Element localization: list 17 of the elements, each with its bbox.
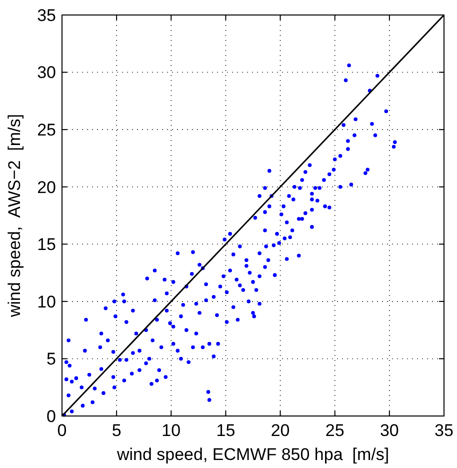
x-tick-label: 20 [270,421,290,440]
x-tick-label: 25 [325,421,344,440]
y-axis-title: wind speed, AWS−2 [m/s] [5,114,24,318]
y-tick-label: 10 [37,292,56,312]
y-tick-label: 15 [37,235,56,254]
y-tick-label: 20 [37,178,56,197]
y-tick-label: 0 [46,406,56,426]
y-tick-label: 5 [46,350,56,369]
x-tick-label: 5 [112,421,122,440]
y-tick-label: 30 [37,63,56,82]
x-tick-label: 35 [434,421,454,440]
x-axis-title: wind speed, ECMWF 850 hpa [m/s] [116,445,390,464]
y-tick-label: 35 [37,6,56,25]
x-tick-label: 30 [380,421,399,440]
y-tick-label: 25 [37,120,56,140]
x-tick-label: 15 [216,421,236,440]
x-tick-label: 10 [162,421,181,440]
